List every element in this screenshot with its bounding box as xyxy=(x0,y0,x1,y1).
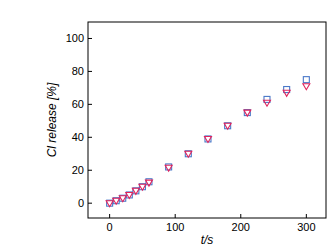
y-tick-label: 0 xyxy=(78,197,84,209)
marker xyxy=(119,196,126,202)
x-axis-label: t/s xyxy=(201,233,214,247)
marker xyxy=(132,188,139,194)
y-tick-label: 40 xyxy=(72,131,84,143)
marker xyxy=(225,123,231,129)
marker xyxy=(165,165,172,171)
marker xyxy=(263,100,270,106)
marker xyxy=(244,110,251,116)
x-tick-label: 0 xyxy=(107,221,113,233)
y-tick xyxy=(88,104,92,105)
marker xyxy=(126,192,132,198)
y-tick xyxy=(88,203,92,204)
marker xyxy=(264,96,270,102)
marker xyxy=(139,184,145,190)
x-tick xyxy=(240,214,241,218)
data-points xyxy=(106,77,310,207)
marker xyxy=(113,198,120,204)
y-tick-label: 60 xyxy=(72,98,84,110)
y-tick-label: 80 xyxy=(72,65,84,77)
y-tick-label: 20 xyxy=(72,164,84,176)
marker xyxy=(139,184,146,190)
marker xyxy=(303,77,309,83)
y-tick xyxy=(88,71,92,72)
x-tick-label: 100 xyxy=(166,221,184,233)
x-tick xyxy=(306,214,307,218)
marker xyxy=(107,200,113,206)
marker xyxy=(224,123,231,129)
y-tick xyxy=(88,170,92,171)
marker xyxy=(185,151,192,157)
marker xyxy=(284,87,290,93)
chart: 0 20 40 60 80 100 0 100 200 300 t/s Cl release [%] xyxy=(0,0,328,248)
marker xyxy=(244,110,250,116)
y-tick xyxy=(88,38,92,39)
y-tick xyxy=(88,137,92,138)
marker xyxy=(113,198,119,204)
marker xyxy=(145,180,152,186)
marker xyxy=(205,136,211,142)
y-axis-label: Cl release [%] xyxy=(45,82,59,157)
marker xyxy=(204,136,211,142)
marker xyxy=(120,195,126,201)
x-tick xyxy=(109,214,110,218)
plot-frame xyxy=(88,22,326,218)
marker xyxy=(283,90,290,96)
y-tick-label: 100 xyxy=(66,32,84,44)
x-tick xyxy=(175,214,176,218)
x-tick-label: 200 xyxy=(232,221,250,233)
x-tick-label: 300 xyxy=(297,221,315,233)
marker xyxy=(126,192,133,198)
marker xyxy=(185,151,191,157)
marker xyxy=(133,188,139,194)
marker xyxy=(303,84,310,90)
marker xyxy=(106,201,113,207)
